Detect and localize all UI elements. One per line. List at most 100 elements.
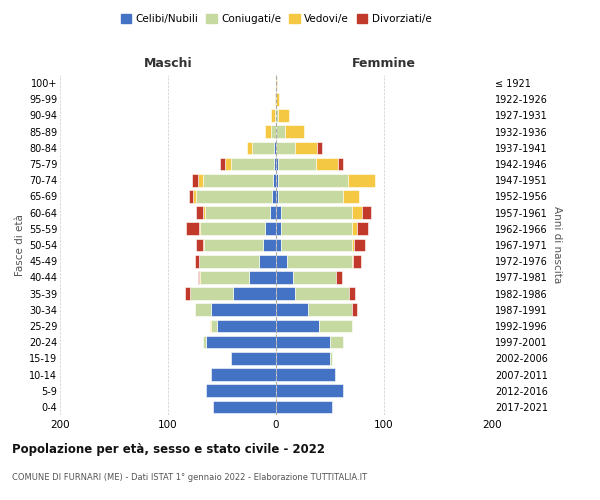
Text: COMUNE DI FURNARI (ME) - Dati ISTAT 1° gennaio 2022 - Elaborazione TUTTITALIA.IT: COMUNE DI FURNARI (ME) - Dati ISTAT 1° g… <box>12 472 367 482</box>
Bar <box>276 400 332 413</box>
Bar <box>352 238 354 252</box>
Text: Maschi: Maschi <box>143 57 193 70</box>
Bar <box>295 288 349 300</box>
Bar <box>206 336 276 348</box>
Bar <box>203 206 205 219</box>
Text: Popolazione per età, sesso e stato civile - 2022: Popolazione per età, sesso e stato civil… <box>12 442 325 456</box>
Bar <box>354 238 365 252</box>
Bar <box>343 190 359 202</box>
Bar <box>316 158 338 170</box>
Bar <box>199 255 259 268</box>
Bar <box>233 288 276 300</box>
Bar <box>200 222 265 235</box>
Bar <box>352 304 357 316</box>
Bar <box>198 271 199 283</box>
Bar <box>276 142 295 154</box>
Bar <box>247 142 252 154</box>
Bar <box>330 336 343 348</box>
Bar <box>230 352 276 364</box>
Bar <box>187 222 199 235</box>
Bar <box>278 174 349 186</box>
Bar <box>281 206 352 219</box>
Bar <box>196 238 203 252</box>
Bar <box>278 190 343 202</box>
Bar <box>276 352 330 364</box>
Bar <box>295 142 317 154</box>
Bar <box>276 368 335 381</box>
Bar <box>275 109 276 122</box>
Bar <box>317 142 322 154</box>
Bar <box>276 206 281 219</box>
Bar <box>281 238 352 252</box>
Bar <box>276 238 281 252</box>
Bar <box>211 320 217 332</box>
Bar <box>195 304 211 316</box>
Bar <box>185 288 190 300</box>
Bar <box>276 174 278 186</box>
Bar <box>352 222 357 235</box>
Bar <box>276 190 278 202</box>
Bar <box>276 320 319 332</box>
Bar <box>205 206 269 219</box>
Bar <box>263 238 276 252</box>
Bar <box>196 206 203 219</box>
Bar <box>357 222 368 235</box>
Text: Femmine: Femmine <box>352 57 416 70</box>
Bar <box>276 77 277 90</box>
Bar <box>252 142 274 154</box>
Y-axis label: Anni di nascita: Anni di nascita <box>551 206 562 284</box>
Bar <box>276 109 278 122</box>
Bar <box>190 288 233 300</box>
Bar <box>276 158 278 170</box>
Bar <box>198 174 203 186</box>
Bar <box>211 368 276 381</box>
Y-axis label: Fasce di età: Fasce di età <box>14 214 25 276</box>
Bar <box>281 222 352 235</box>
Bar <box>349 288 355 300</box>
Bar <box>203 238 263 252</box>
Bar <box>284 126 304 138</box>
Bar <box>287 255 352 268</box>
Bar <box>276 93 279 106</box>
Bar <box>192 174 198 186</box>
Bar <box>276 384 343 397</box>
Bar <box>338 158 343 170</box>
Bar <box>217 320 276 332</box>
Bar <box>188 190 193 202</box>
Bar <box>352 206 362 219</box>
Bar <box>330 352 332 364</box>
Bar <box>353 255 361 268</box>
Bar <box>319 320 352 332</box>
Bar <box>203 174 273 186</box>
Bar <box>265 222 276 235</box>
Bar <box>276 336 330 348</box>
Bar <box>249 271 276 283</box>
Bar <box>206 384 276 397</box>
Legend: Celibi/Nubili, Coniugati/e, Vedovi/e, Divorziati/e: Celibi/Nubili, Coniugati/e, Vedovi/e, Di… <box>116 10 436 29</box>
Bar <box>271 126 276 138</box>
Bar <box>195 255 199 268</box>
Bar <box>230 158 274 170</box>
Bar <box>276 222 281 235</box>
Bar <box>271 109 275 122</box>
Bar <box>274 158 276 170</box>
Bar <box>276 255 287 268</box>
Bar <box>199 271 200 283</box>
Bar <box>349 174 376 186</box>
Bar <box>272 190 276 202</box>
Bar <box>337 271 342 283</box>
Bar <box>200 271 249 283</box>
Bar <box>193 190 196 202</box>
Bar <box>273 174 276 186</box>
Bar <box>259 255 276 268</box>
Bar <box>274 142 276 154</box>
Bar <box>269 206 276 219</box>
Bar <box>220 158 225 170</box>
Bar <box>276 304 308 316</box>
Bar <box>196 190 272 202</box>
Bar <box>214 400 276 413</box>
Bar <box>265 126 271 138</box>
Bar <box>278 158 316 170</box>
Bar <box>362 206 371 219</box>
Bar <box>278 109 289 122</box>
